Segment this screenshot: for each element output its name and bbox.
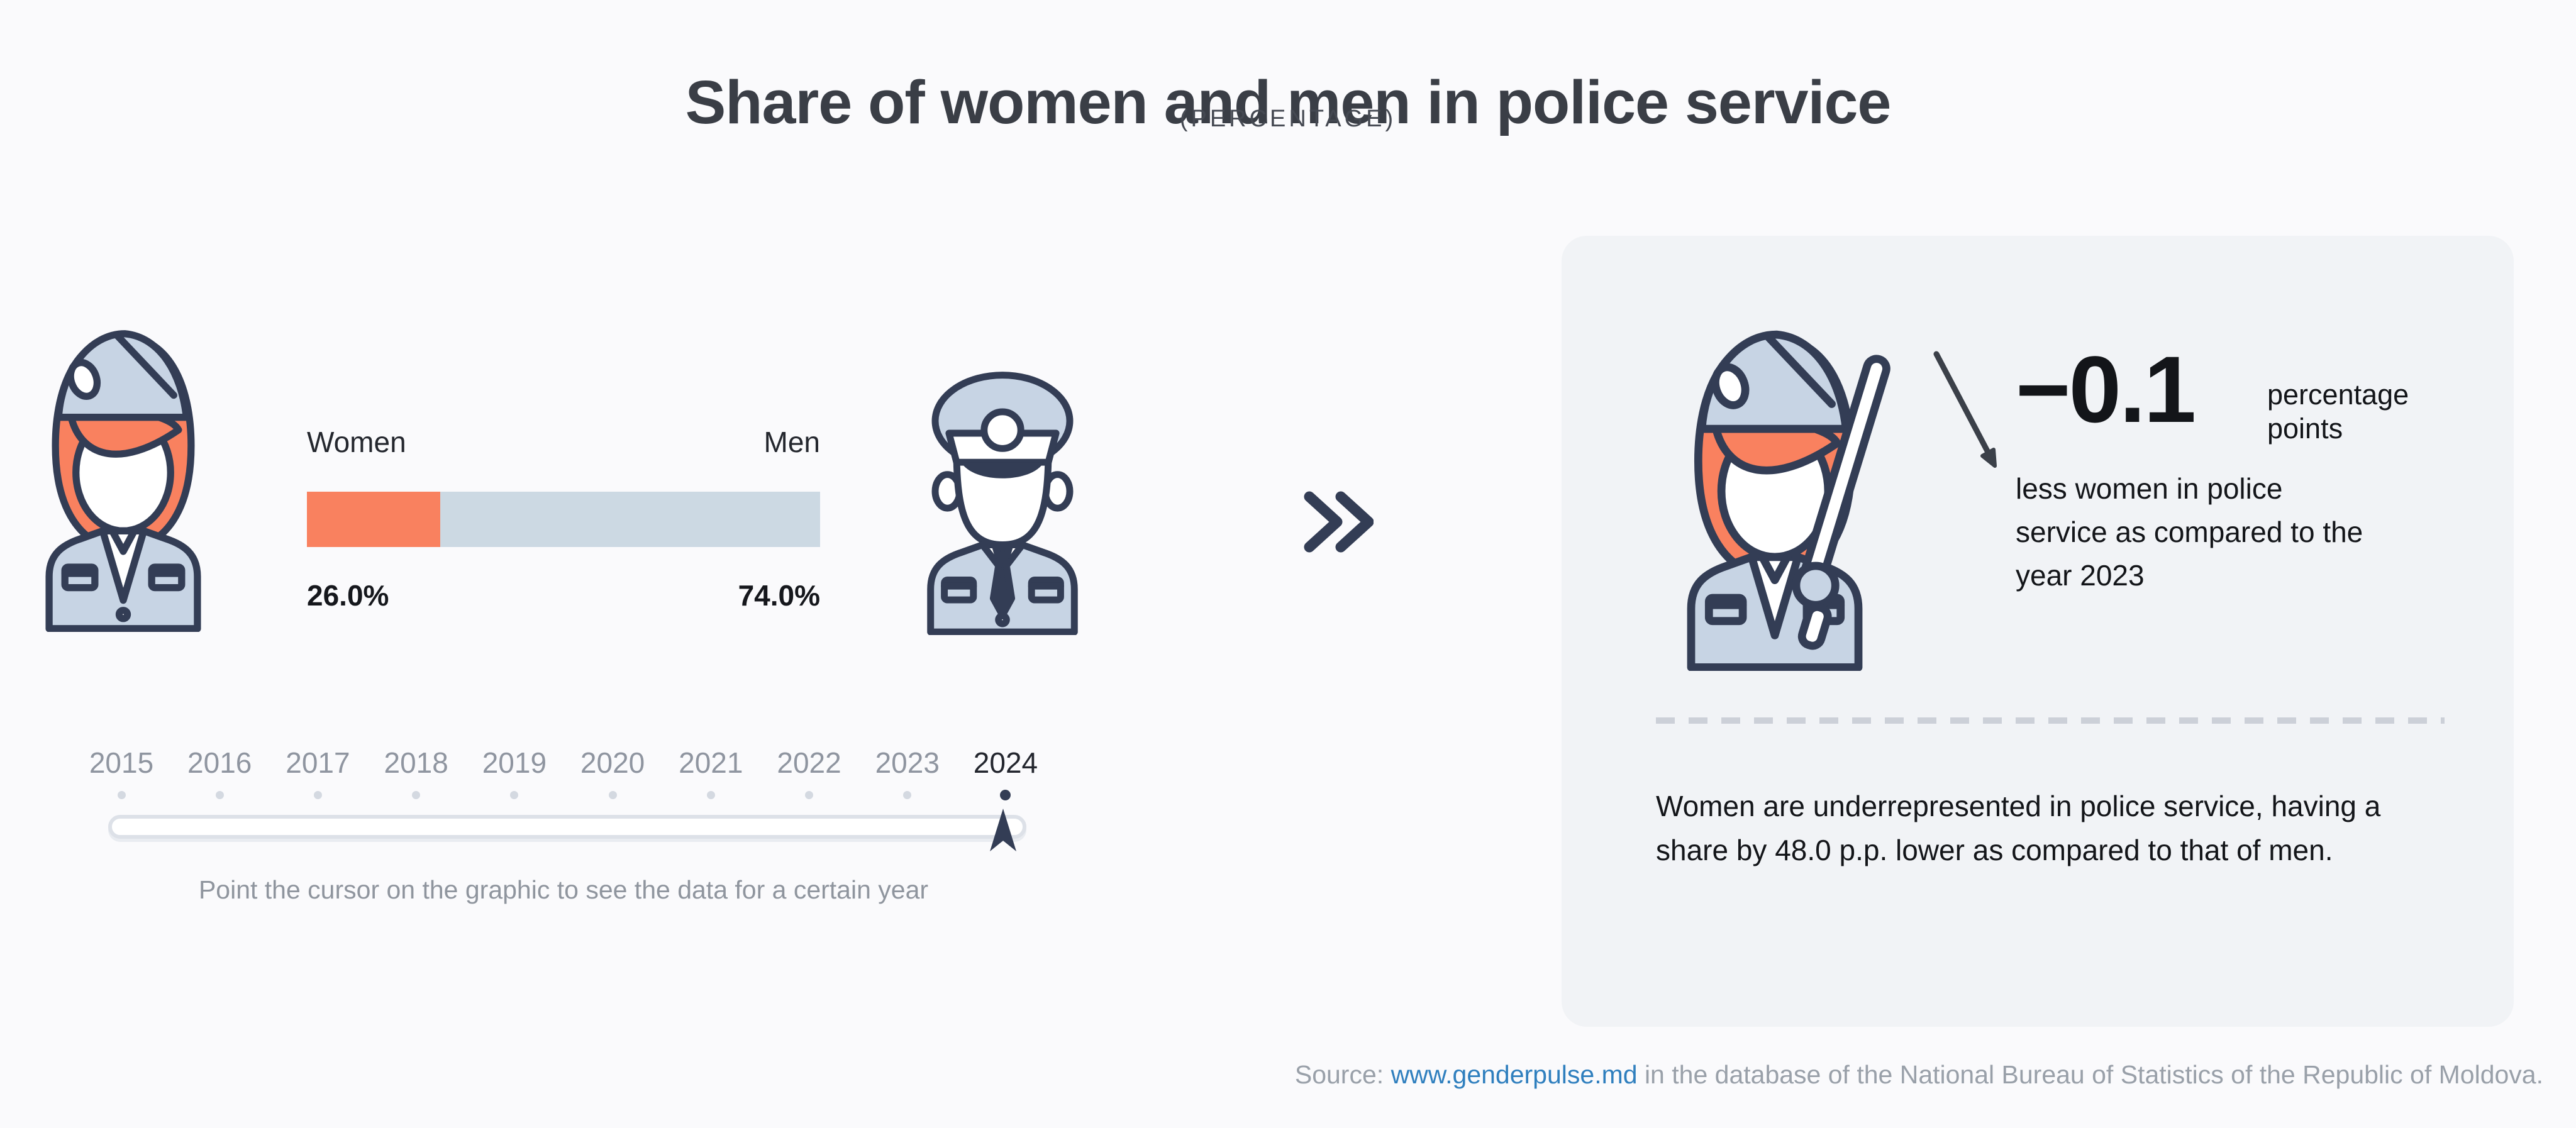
men-value: 74.0% <box>738 579 820 612</box>
dashed-divider <box>1656 717 2445 724</box>
delta-unit: percentage points <box>2267 379 2409 445</box>
timeline-years: 2015 2016 2017 2018 2019 2020 2021 2022 … <box>74 746 1053 780</box>
men-label: Men <box>763 426 820 458</box>
bar-values: 26.0% 74.0% <box>307 578 820 612</box>
down-trend-arrow-icon <box>1933 351 1997 468</box>
timeline-year-2018[interactable]: 2018 <box>384 746 448 779</box>
summary-text: Women are underrepresented in police ser… <box>1656 790 2381 866</box>
timeline-year-2015[interactable]: 2015 <box>89 746 154 779</box>
delta-description: less women in police service as compared… <box>2016 472 2363 592</box>
bar-legend: Women Men <box>307 425 820 459</box>
source-line: Source: www.genderpulse.md in the databa… <box>1295 1060 2543 1090</box>
timeline-dots <box>74 790 1053 800</box>
timeline-dot[interactable] <box>565 791 660 800</box>
timeline-hint: Point the cursor on the graphic to see t… <box>198 875 929 904</box>
timeline-marker-icon[interactable] <box>989 807 1018 854</box>
timeline-dot[interactable] <box>467 791 562 800</box>
page-subtitle: (PERCENTAGE) <box>1179 106 1397 132</box>
timeline-dot[interactable] <box>762 791 857 800</box>
source-link[interactable]: www.genderpulse.md <box>1391 1060 1638 1089</box>
timeline-dot[interactable] <box>860 791 955 800</box>
policeman-icon <box>927 372 1078 635</box>
insight-card: −0.1 percentage points less women in pol… <box>1562 236 2514 1027</box>
bar-segment-men[interactable] <box>440 492 820 547</box>
timeline-year-2022[interactable]: 2022 <box>777 746 841 779</box>
timeline-year-2020[interactable]: 2020 <box>580 746 645 779</box>
timeline-dot[interactable] <box>663 791 758 800</box>
double-chevron-right-icon <box>1304 491 1374 553</box>
timeline-year-2019[interactable]: 2019 <box>482 746 547 779</box>
timeline-track[interactable] <box>108 815 1026 839</box>
timeline-year-2017[interactable]: 2017 <box>286 746 350 779</box>
timeline-dot-selected[interactable] <box>958 790 1053 800</box>
women-value: 26.0% <box>307 579 389 612</box>
bar-segment-women[interactable] <box>307 492 441 547</box>
delta-value: −0.1 <box>2016 336 2196 442</box>
timeline-year-2023[interactable]: 2023 <box>875 746 940 779</box>
policewoman-baton-icon <box>1687 330 1890 671</box>
source-label: Source: <box>1294 1060 1384 1089</box>
timeline-year-2021[interactable]: 2021 <box>679 746 743 779</box>
timeline-dot[interactable] <box>74 791 169 800</box>
timeline-year-2024[interactable]: 2024 <box>973 746 1038 779</box>
gender-share-bar <box>307 492 820 547</box>
timeline-dot[interactable] <box>172 791 267 800</box>
policewoman-icon <box>45 330 201 632</box>
timeline-dot[interactable] <box>369 791 464 800</box>
women-label: Women <box>307 426 406 458</box>
page-title: Share of women and men in police service <box>685 67 1892 136</box>
timeline-dot[interactable] <box>270 791 365 800</box>
source-rest: in the database of the National Bureau o… <box>1644 1060 2543 1089</box>
timeline-year-2016[interactable]: 2016 <box>187 746 252 779</box>
